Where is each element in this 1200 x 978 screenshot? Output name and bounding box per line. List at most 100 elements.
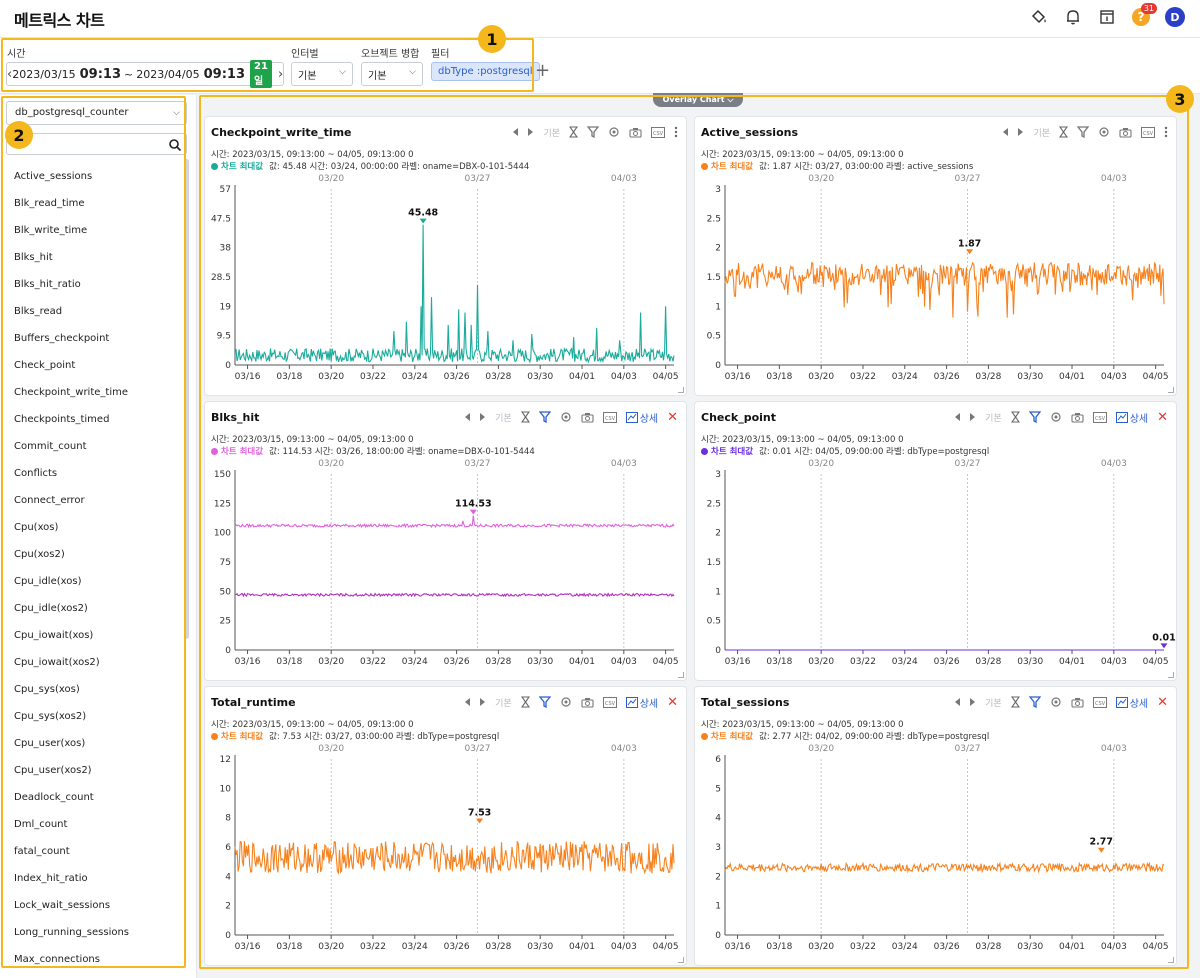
hourglass-icon[interactable] — [1010, 411, 1020, 423]
more-vertical-icon[interactable] — [674, 126, 678, 138]
metric-item[interactable]: Cpu_iowait(xos2) — [14, 657, 100, 668]
metric-item[interactable]: Deadlock_count — [14, 792, 94, 803]
prev-icon[interactable] — [955, 698, 961, 706]
basic-toggle[interactable]: 기본 — [1033, 128, 1050, 139]
resize-handle[interactable] — [678, 672, 684, 678]
gear-icon[interactable] — [1050, 411, 1062, 423]
camera-icon[interactable] — [581, 412, 594, 423]
close-icon[interactable]: ✕ — [1157, 694, 1168, 710]
detail-button[interactable]: 상세 — [625, 410, 658, 425]
metric-item[interactable]: Blks_hit_ratio — [14, 279, 81, 290]
filter-icon[interactable] — [1077, 126, 1089, 138]
metric-item[interactable]: Active_sessions — [14, 171, 93, 182]
time-range-picker[interactable]: ‹ 2023/03/15 09:13 ~ 2023/04/05 09:13 21… — [6, 60, 284, 88]
metric-item[interactable]: Long_running_sessions — [14, 927, 130, 938]
metric-item[interactable]: Index_hit_ratio — [14, 873, 88, 884]
prev-icon[interactable] — [1003, 128, 1009, 136]
basic-toggle[interactable]: 기본 — [985, 413, 1002, 424]
prev-icon[interactable] — [513, 128, 519, 136]
detail-button[interactable]: 상세 — [1115, 695, 1148, 710]
merge-select[interactable]: 기본 ⌵ — [361, 62, 423, 86]
close-icon[interactable]: ✕ — [667, 694, 678, 710]
filter-icon[interactable] — [1028, 411, 1041, 423]
hourglass-icon[interactable] — [569, 126, 578, 138]
search-icon[interactable] — [168, 137, 182, 156]
metric-item[interactable]: Cpu_sys(xos) — [14, 684, 80, 695]
next-icon[interactable] — [970, 413, 976, 421]
interval-select[interactable]: 기본 ⌵ — [291, 62, 353, 86]
csv-icon[interactable]: CSV — [1092, 411, 1107, 423]
basic-toggle[interactable]: 기본 — [495, 413, 512, 424]
metric-item[interactable]: Cpu_idle(xos) — [14, 576, 82, 587]
metric-item[interactable]: Blks_read — [14, 306, 63, 317]
metric-item[interactable]: Blk_read_time — [14, 198, 85, 209]
metric-item[interactable]: Cpu_sys(xos2) — [14, 711, 87, 722]
gear-icon[interactable] — [1098, 126, 1110, 138]
help-icon[interactable]: ? 31 — [1130, 3, 1157, 28]
prev-icon[interactable] — [955, 413, 961, 421]
camera-icon[interactable] — [1119, 127, 1132, 138]
camera-icon[interactable] — [581, 697, 594, 708]
camera-icon[interactable] — [1071, 412, 1084, 423]
filter-icon[interactable] — [538, 411, 551, 423]
gear-icon[interactable] — [560, 411, 572, 423]
prev-icon[interactable] — [465, 698, 471, 706]
basic-toggle[interactable]: 기본 — [543, 128, 560, 139]
overlay-chart-button[interactable]: Overlay Chart ⌵ — [653, 93, 743, 107]
next-icon[interactable] — [528, 128, 534, 136]
prev-range-icon[interactable]: ‹ — [7, 66, 13, 82]
next-icon[interactable] — [480, 413, 486, 421]
filter-icon[interactable] — [538, 696, 551, 708]
metric-item[interactable]: Cpu_idle(xos2) — [14, 603, 88, 614]
filter-icon[interactable] — [587, 126, 599, 138]
close-icon[interactable]: ✕ — [667, 409, 678, 425]
metric-item[interactable]: Checkpoints_timed — [14, 414, 110, 425]
metric-item[interactable]: Check_point — [14, 360, 76, 371]
next-icon[interactable] — [970, 698, 976, 706]
metric-item[interactable]: Cpu(xos) — [14, 522, 59, 533]
prev-icon[interactable] — [465, 413, 471, 421]
hourglass-icon[interactable] — [520, 696, 530, 708]
detail-button[interactable]: 상세 — [1115, 410, 1148, 425]
sidebar-scrollbar[interactable] — [184, 159, 189, 639]
hourglass-icon[interactable] — [1010, 696, 1020, 708]
resize-handle[interactable] — [1168, 957, 1174, 963]
csv-icon[interactable]: CSV — [602, 696, 617, 708]
csv-icon[interactable]: CSV — [651, 126, 665, 138]
bell-icon[interactable] — [1062, 6, 1084, 28]
info-panel-icon[interactable] — [1096, 6, 1118, 28]
metric-item[interactable]: Blk_write_time — [14, 225, 88, 236]
metric-item[interactable]: Max_connections — [14, 954, 100, 965]
metric-item[interactable]: Checkpoint_write_time — [14, 387, 128, 398]
resize-handle[interactable] — [1168, 672, 1174, 678]
metric-item[interactable]: Connect_error — [14, 495, 85, 506]
metric-item[interactable]: Conflicts — [14, 468, 58, 479]
csv-icon[interactable]: CSV — [602, 411, 617, 423]
resize-handle[interactable] — [678, 387, 684, 393]
csv-icon[interactable]: CSV — [1092, 696, 1107, 708]
metric-item[interactable]: Cpu_iowait(xos) — [14, 630, 94, 641]
metric-search-input[interactable] — [11, 136, 161, 157]
next-icon[interactable] — [480, 698, 486, 706]
paint-bucket-icon[interactable] — [1028, 6, 1050, 28]
metric-item[interactable]: Cpu_user(xos2) — [14, 765, 92, 776]
metric-item[interactable]: Lock_wait_sessions — [14, 900, 111, 911]
metric-item[interactable]: fatal_count — [14, 846, 70, 857]
resize-handle[interactable] — [1168, 387, 1174, 393]
resize-handle[interactable] — [678, 957, 684, 963]
csv-icon[interactable]: CSV — [1141, 126, 1155, 138]
hourglass-icon[interactable] — [1059, 126, 1068, 138]
more-vertical-icon[interactable] — [1164, 126, 1168, 138]
close-icon[interactable]: ✕ — [1157, 409, 1168, 425]
metric-item[interactable]: Commit_count — [14, 441, 87, 452]
basic-toggle[interactable]: 기본 — [985, 698, 1002, 709]
hourglass-icon[interactable] — [520, 411, 530, 423]
camera-icon[interactable] — [629, 127, 642, 138]
camera-icon[interactable] — [1071, 697, 1084, 708]
filter-chip[interactable]: dbType :postgresql — [431, 62, 540, 81]
next-icon[interactable] — [1018, 128, 1024, 136]
gear-icon[interactable] — [608, 126, 620, 138]
user-avatar[interactable]: D — [1164, 6, 1186, 28]
next-range-icon[interactable]: › — [277, 66, 284, 82]
metric-item[interactable]: Blks_hit — [14, 252, 53, 263]
